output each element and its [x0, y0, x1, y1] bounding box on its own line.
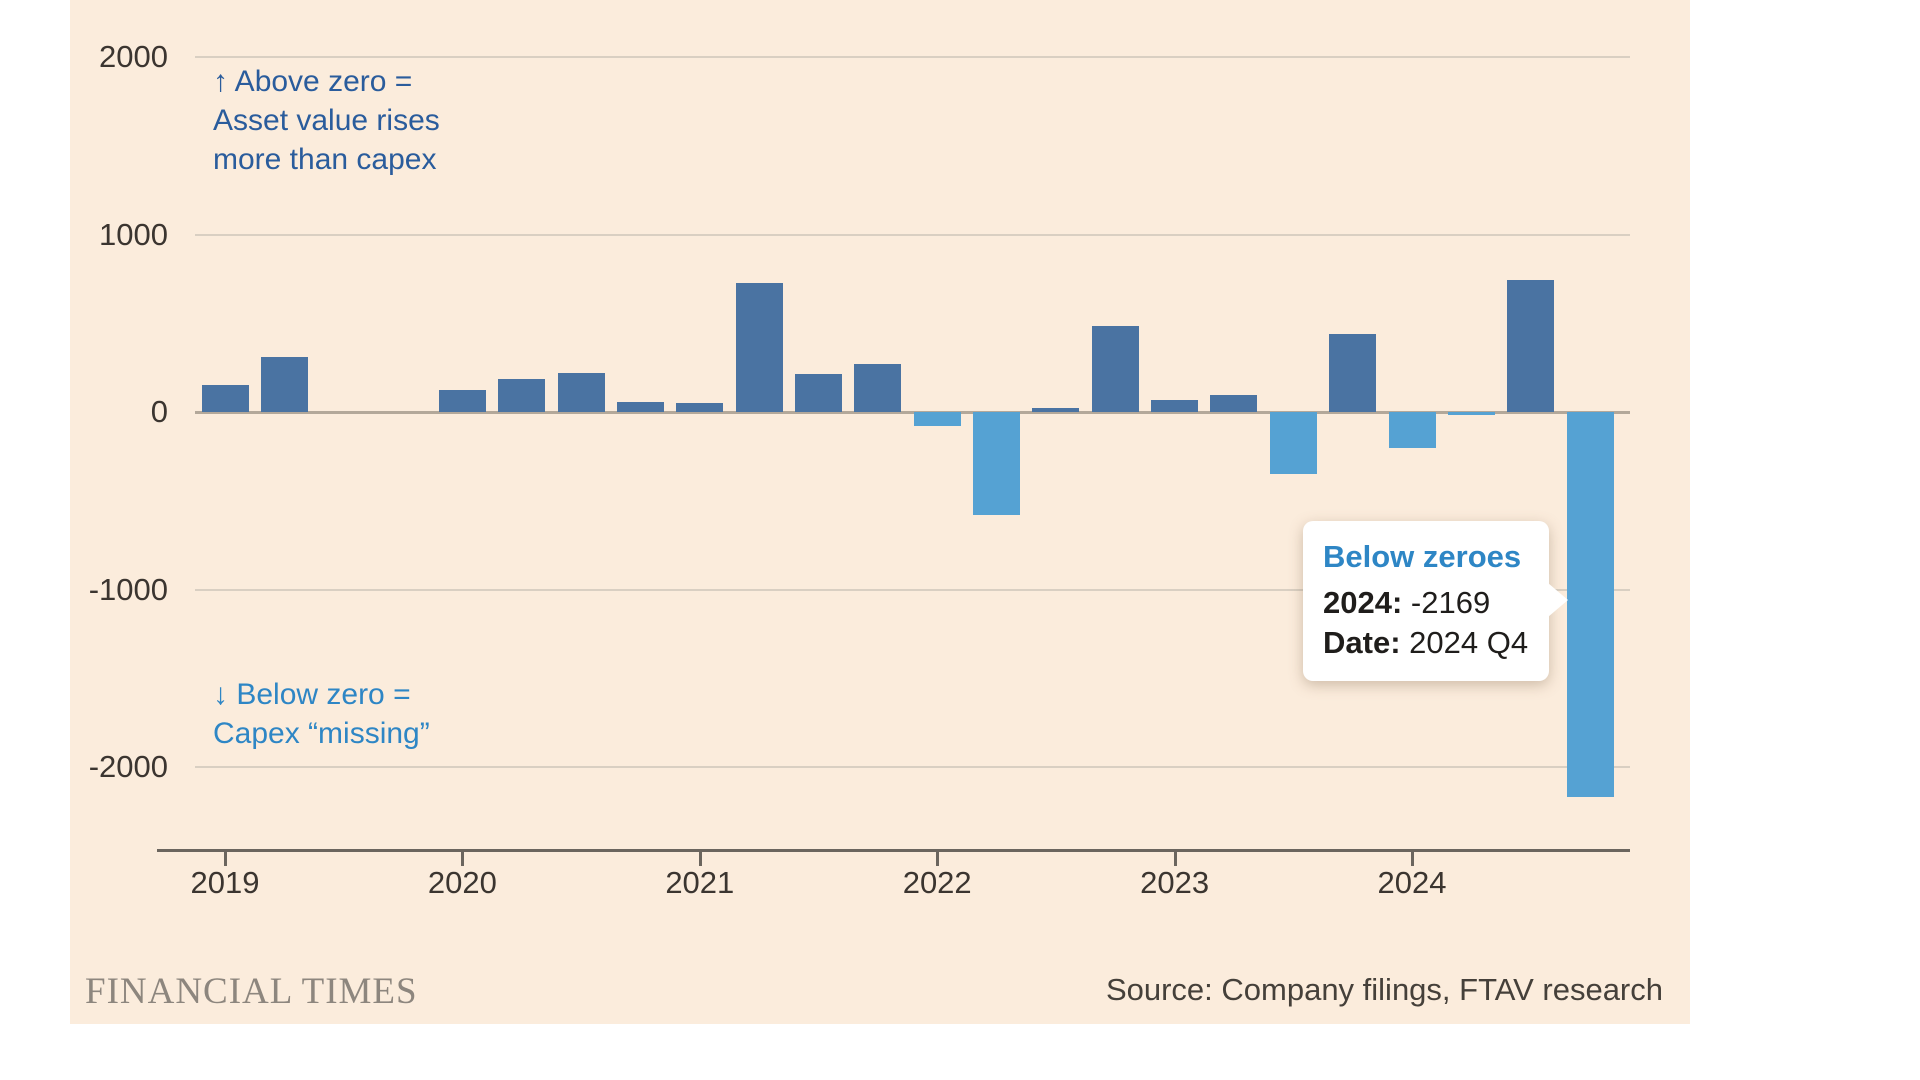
bar-2024-Q1[interactable]	[1388, 412, 1436, 449]
y-axis-label--2000: -2000	[88, 749, 168, 784]
bar-2021-Q4[interactable]	[854, 364, 902, 412]
x-axis-label-2023: 2023	[1140, 865, 1210, 900]
bar-2024-Q4[interactable]	[1566, 412, 1614, 797]
tooltip-date-label: Date:	[1323, 625, 1401, 660]
annotation-above-line2: Asset value rises	[213, 104, 440, 137]
x-axis-tick-2023	[1173, 852, 1177, 866]
bar-2020-Q4[interactable]	[616, 402, 664, 412]
x-axis-label-2019: 2019	[190, 865, 260, 900]
chart-card	[70, 0, 1690, 1024]
tooltip-date-row: Date: 2024 Q4	[1323, 623, 1531, 663]
tooltip-value: -2169	[1402, 585, 1491, 620]
tooltip-date: 2024 Q4	[1400, 625, 1529, 660]
tooltip-value-label: 2024:	[1323, 585, 1403, 620]
bar-2021-Q3[interactable]	[795, 373, 842, 412]
bar-2022-Q1[interactable]	[913, 412, 961, 427]
bar-2023-Q4[interactable]	[1329, 333, 1377, 412]
bar-2022-Q3[interactable]	[1032, 407, 1080, 412]
x-axis-tick-2019	[224, 852, 227, 866]
gridline--1000	[195, 588, 1630, 591]
bar-2021-Q1[interactable]	[676, 403, 724, 412]
bar-2022-Q4[interactable]	[1091, 325, 1139, 412]
x-axis-tick-2022	[936, 852, 940, 866]
bar-2019-Q2[interactable]	[260, 356, 308, 412]
bar-2023-Q3[interactable]	[1269, 412, 1317, 475]
bar-2021-Q2[interactable]	[735, 283, 783, 412]
x-axis-line	[157, 849, 1630, 852]
annotation-above-line3: more than capex	[213, 143, 437, 176]
x-axis-label-2024: 2024	[1377, 865, 1447, 900]
tooltip-value-row: 2024: -2169	[1323, 583, 1531, 623]
bar-2020-Q3[interactable]	[557, 372, 605, 412]
x-axis-label-2021: 2021	[665, 865, 735, 900]
bar-2024-Q2[interactable]	[1447, 412, 1495, 415]
x-axis-tick-2021	[698, 852, 702, 866]
y-axis-label-2000: 2000	[99, 39, 168, 74]
financial-times-logo: FINANCIAL TIMES	[85, 971, 418, 1012]
annotation-above-zero: ↑ Above zero = Asset value rises more th…	[213, 62, 440, 179]
annotation-below-line2: Capex “missing”	[213, 717, 430, 750]
gridline--2000	[195, 766, 1630, 768]
bar-2023-Q1[interactable]	[1151, 399, 1199, 412]
tooltip-series-title: Below zeroes	[1323, 539, 1522, 574]
y-axis-label-1000: 1000	[99, 216, 168, 252]
bar-2020-Q2[interactable]	[498, 379, 546, 412]
x-axis-tick-2020	[461, 852, 465, 866]
bar-2020-Q1[interactable]	[438, 389, 486, 412]
bar-2022-Q2[interactable]	[973, 412, 1021, 515]
source-credit: Source: Company filings, FTAV research	[1105, 972, 1663, 1007]
bar-2019-Q1[interactable]	[201, 385, 249, 412]
annotation-below-line1: ↓ Below zero =	[213, 678, 411, 711]
y-axis-label-0: 0	[150, 394, 168, 429]
annotation-above-line1: ↑ Above zero =	[213, 65, 413, 98]
bar-2024-Q3[interactable]	[1507, 279, 1555, 412]
x-axis-label-2022: 2022	[902, 865, 972, 900]
annotation-below-zero: ↓ Below zero = Capex “missing”	[213, 675, 430, 753]
x-axis-label-2020: 2020	[427, 865, 497, 900]
zero-baseline	[195, 411, 1630, 414]
gridline-2000	[195, 56, 1630, 58]
y-axis-label--1000: -1000	[88, 571, 168, 607]
bar-2023-Q2[interactable]	[1210, 395, 1258, 412]
x-axis-tick-2024	[1411, 852, 1414, 866]
chart-tooltip: Below zeroes 2024: -2169 Date: 2024 Q4	[1303, 521, 1568, 681]
gridline-1000	[195, 233, 1630, 236]
